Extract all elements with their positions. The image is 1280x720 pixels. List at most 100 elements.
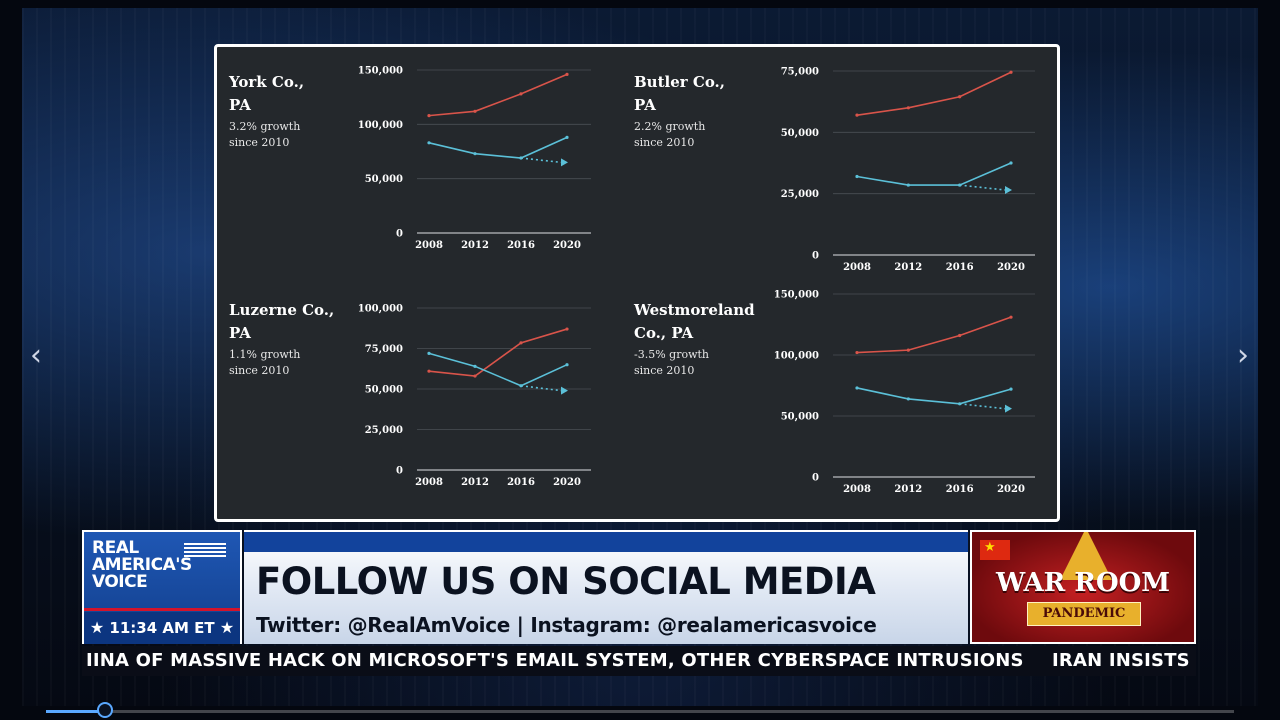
series-line	[428, 352, 568, 387]
x-tick-label: 2016	[946, 262, 974, 273]
chevron-right-icon: ›	[1237, 338, 1249, 373]
flag-icon	[184, 543, 226, 559]
y-tick-label: 50,000	[365, 385, 403, 396]
social-handles: Twitter: @RealAmVoice | Instagram: @real…	[256, 613, 877, 637]
series-line	[856, 316, 1012, 354]
data-point	[473, 374, 477, 378]
x-tick-label: 2016	[507, 477, 535, 488]
county-name: Butler Co., PA	[634, 73, 726, 114]
crawl-text: IINA OF MASSIVE HACK ON MICROSOFT'S EMAI…	[86, 650, 1024, 671]
series-line	[428, 328, 568, 377]
data-point	[473, 152, 477, 156]
series-line	[428, 73, 568, 117]
series-line	[856, 71, 1012, 116]
y-tick-label: 100,000	[774, 351, 819, 362]
data-point	[427, 351, 431, 355]
x-tick-label: 2008	[415, 240, 443, 251]
data-point	[519, 341, 523, 345]
clock: ★ 11:34 AM ET ★	[84, 612, 240, 644]
lower-third: REAL AMERICA'S VOICE ★ 11:34 AM ET ★ FOL…	[82, 530, 1196, 644]
data-point	[565, 363, 569, 367]
x-tick-label: 2016	[507, 240, 535, 251]
headline-box: FOLLOW US ON SOCIAL MEDIA Twitter: @Real…	[244, 530, 968, 644]
data-point	[958, 95, 962, 99]
y-tick-label: 0	[396, 229, 403, 240]
previous-slide-button[interactable]: ‹	[24, 338, 48, 374]
county-growth: -3.5% growth since 2010	[634, 348, 710, 377]
county-growth: 3.2% growth since 2010	[229, 120, 301, 149]
star-icon: ★	[89, 618, 105, 637]
show-subtitle: PANDEMIC	[1027, 602, 1141, 626]
y-tick-label: 75,000	[365, 344, 403, 355]
projection-arrow	[561, 386, 568, 395]
data-point	[519, 92, 523, 96]
next-slide-button[interactable]: ›	[1231, 338, 1255, 374]
x-tick-label: 2016	[946, 484, 974, 495]
chart-slide: York Co., PA 3.2% growth since 2010 Butl…	[214, 44, 1060, 522]
y-tick-label: 150,000	[774, 290, 819, 301]
data-point	[427, 369, 431, 373]
projection-arrow	[1005, 185, 1012, 194]
y-tick-label: 0	[812, 251, 819, 262]
x-tick-label: 2012	[461, 477, 489, 488]
y-tick-label: 25,000	[781, 189, 819, 200]
y-tick-label: 0	[812, 473, 819, 484]
seek-handle[interactable]	[97, 702, 114, 718]
line-chart-westmoreland: 0 50,000 100,000 150,000 2008 2012 2016 2020	[774, 290, 1035, 495]
data-point	[906, 106, 910, 110]
projection-line	[959, 403, 1006, 410]
data-point	[473, 109, 477, 113]
y-tick-label: 0	[396, 466, 403, 477]
headline: FOLLOW US ON SOCIAL MEDIA	[256, 560, 876, 603]
y-tick-label: 100,000	[358, 120, 403, 131]
x-tick-label: 2012	[461, 240, 489, 251]
series-line	[428, 136, 568, 159]
data-point	[473, 364, 477, 368]
data-point	[855, 386, 859, 390]
network-logo: REAL AMERICA'S VOICE ★ 11:34 AM ET ★	[82, 530, 242, 644]
y-tick-label: 50,000	[781, 412, 819, 423]
x-tick-label: 2020	[553, 477, 581, 488]
county-name: Westmoreland Co., PA	[634, 301, 755, 342]
line-chart-york: 0 50,000 100,000 150,000 2008 2012 2016 2020	[358, 66, 591, 251]
news-crawl: IINA OF MASSIVE HACK ON MICROSOFT'S EMAI…	[82, 646, 1196, 676]
county-name: Luzerne Co., PA	[229, 301, 335, 342]
county-name: York Co., PA	[229, 73, 305, 114]
divider	[84, 608, 240, 611]
star-icon: ★	[219, 618, 235, 637]
series-line	[856, 387, 1012, 405]
x-tick-label: 2020	[997, 484, 1025, 495]
y-tick-label: 25,000	[365, 425, 403, 436]
logo-line: REAL	[92, 538, 139, 558]
projection-arrow	[561, 158, 568, 167]
y-tick-label: 50,000	[781, 128, 819, 139]
y-tick-label: 150,000	[358, 66, 403, 77]
series-line	[856, 162, 1012, 186]
x-tick-label: 2008	[415, 477, 443, 488]
x-tick-label: 2020	[997, 262, 1025, 273]
projection-line	[520, 384, 562, 392]
crawl-text-next: IRAN INSISTS	[1052, 650, 1190, 671]
county-block-westmoreland: Westmoreland Co., PA -3.5% growth since …	[634, 299, 755, 379]
county-growth: 1.1% growth since 2010	[229, 348, 301, 377]
data-point	[855, 113, 859, 117]
x-tick-label: 2012	[894, 484, 922, 495]
data-point	[855, 350, 859, 355]
china-flag-icon: ★	[980, 540, 1010, 560]
data-point	[958, 333, 962, 338]
logo-line: AMERICA'S	[92, 555, 192, 575]
county-block-york: York Co., PA 3.2% growth since 2010	[229, 71, 304, 151]
data-point	[906, 397, 910, 401]
y-tick-label: 100,000	[358, 304, 403, 315]
seek-progress	[46, 710, 106, 713]
projection-arrow	[1005, 404, 1012, 413]
data-point	[565, 72, 569, 76]
data-point	[565, 327, 569, 331]
data-point	[906, 183, 910, 187]
video-seek-bar[interactable]	[46, 702, 1234, 718]
logo-line: VOICE	[92, 572, 148, 592]
line-chart-luzerne: 0 25,000 50,000 75,000 100,000 2008 2012 2016 20…	[358, 304, 591, 488]
data-point	[427, 114, 431, 118]
data-point	[855, 174, 859, 179]
star-icon: ★	[984, 540, 996, 555]
